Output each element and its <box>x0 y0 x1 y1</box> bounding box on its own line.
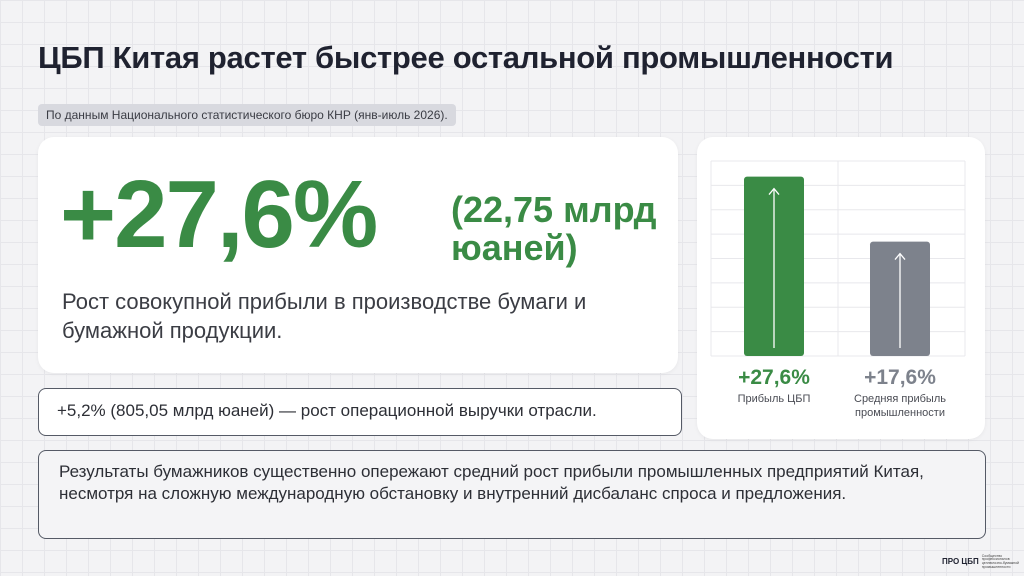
arrow-up-icon <box>894 252 906 348</box>
source-badge: По данным Национального статистического … <box>38 104 456 126</box>
profit-growth-description: Рост совокупной прибыли в производстве б… <box>62 289 587 343</box>
profit-growth-value: +27,6% <box>60 161 378 268</box>
arrow-up-icon <box>768 187 780 348</box>
hero-card: +27,6% (22,75 млрд юаней) Рост совокупно… <box>38 137 678 373</box>
chart-card: +27,6% Прибыль ЦБП +17,6% Средняя прибыль п… <box>697 137 985 439</box>
bar-value-label: +17,6% <box>864 366 936 389</box>
profit-growth-amount: (22,75 млрд юаней) <box>451 189 657 268</box>
page-title: ЦБП Китая растет быстрее остальной промы… <box>38 40 894 75</box>
summary-note: Результаты бумажников существенно опереж… <box>38 450 986 539</box>
bar-value-label: +27,6% <box>738 366 810 389</box>
bar-category-label: Средняя прибыль промышленности <box>854 393 946 419</box>
bar-category-label: Прибыль ЦБП <box>737 393 811 405</box>
logo-mark: ПРО ЦБП <box>942 557 979 567</box>
revenue-note: +5,2% (805,05 млрд юаней) — рост операци… <box>38 388 682 436</box>
logo-tagline: Сообщество профессионалов целлюлозно-бум… <box>981 553 1020 569</box>
bar-chart <box>710 160 966 357</box>
logo: ПРО ЦБП Сообщество профессионалов целлюл… <box>942 553 1022 571</box>
